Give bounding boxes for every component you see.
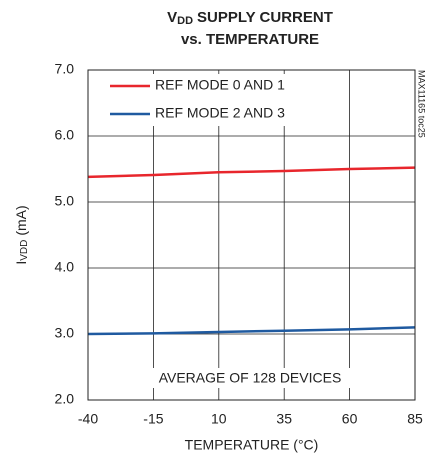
y-tick-label: 3.0: [55, 325, 75, 341]
y-label-main: I: [13, 261, 29, 265]
x-tick-label: 35: [276, 411, 292, 427]
y-tick-label: 4.0: [55, 259, 75, 275]
x-axis-label: TEMPERATURE (°C): [185, 437, 319, 453]
y-label-rest: (mA): [13, 205, 29, 235]
y-tick-label: 6.0: [55, 127, 75, 143]
plot-frame: [87, 69, 416, 401]
y-tick-label: 7.0: [55, 61, 75, 77]
title-rest: SUPPLY CURRENT: [197, 9, 333, 26]
legend-label: REF MODE 2 AND 3: [155, 105, 285, 121]
y-axis-label: IVDD (mA): [13, 205, 30, 264]
legend-bg: [104, 74, 304, 126]
title-sub: DD: [177, 15, 193, 27]
x-tick-label: 10: [211, 411, 227, 427]
x-tick-label: 85: [407, 411, 423, 427]
y-tick-label: 2.0: [55, 391, 75, 407]
y-label-sub: VDD: [19, 240, 30, 261]
x-tick-label: 60: [342, 411, 358, 427]
annotation-bg: [148, 368, 352, 388]
title-main: V: [167, 9, 177, 26]
annotation: AVERAGE OF 128 DEVICES: [159, 370, 342, 386]
watermark: MAX11165 toc25: [417, 70, 427, 138]
series-line: [87, 166, 416, 179]
y-tick-label: 5.0: [55, 193, 75, 209]
chart-subtitle: vs. TEMPERATURE: [181, 31, 319, 48]
series-line: [87, 326, 416, 336]
x-tick-label: -40: [78, 411, 98, 427]
legend-label: REF MODE 0 AND 1: [155, 77, 285, 93]
x-tick-label: -15: [143, 411, 163, 427]
chart-title: VDD SUPPLY CURRENT: [167, 9, 333, 27]
